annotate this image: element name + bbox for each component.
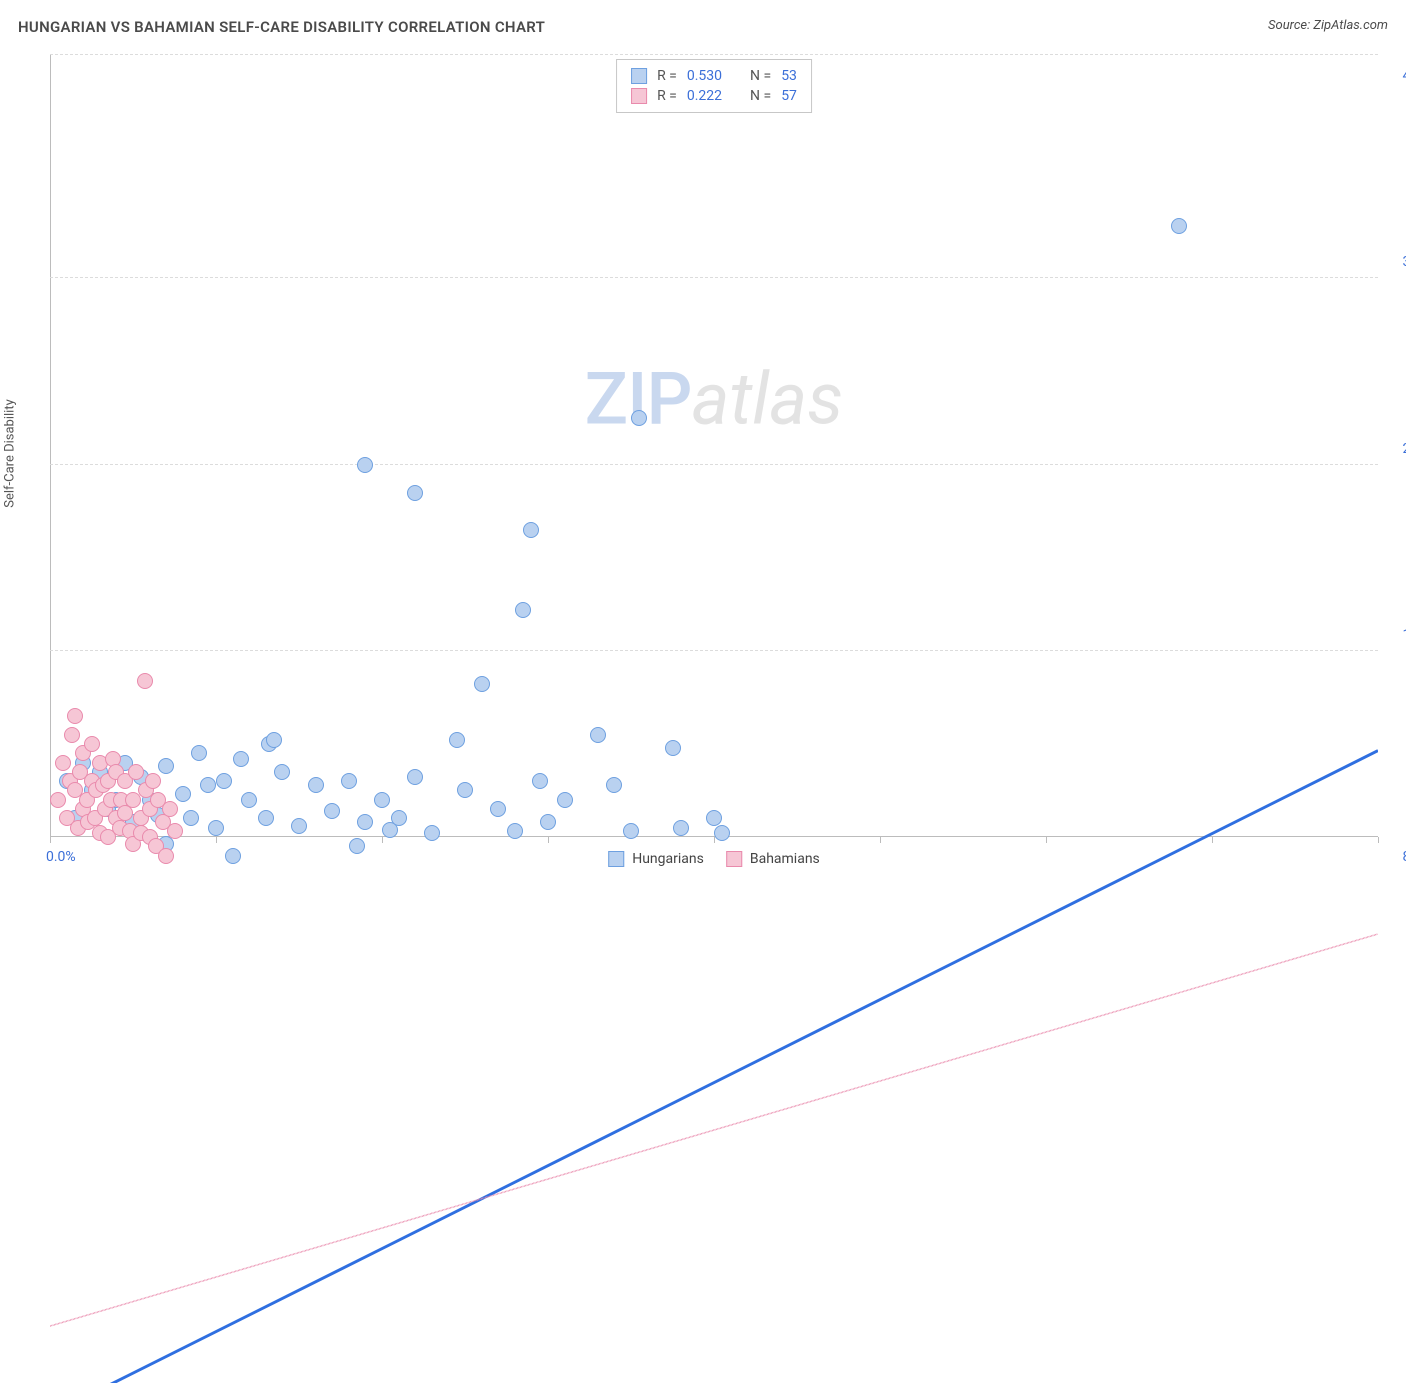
y-tick-label: 20.0%	[1402, 441, 1406, 457]
legend-stats-box: R = 0.530 N = 53 R = 0.222 N = 57	[616, 59, 812, 113]
legend-swatch	[631, 68, 647, 84]
legend-r-label: R =	[657, 68, 677, 84]
legend-r-value: 0.530	[687, 68, 722, 84]
y-tick-label: 40.0%	[1402, 68, 1406, 84]
legend-n-value: 53	[781, 68, 797, 84]
legend-stat-row: R = 0.222 N = 57	[631, 86, 797, 106]
legend-n-value: 57	[781, 88, 797, 104]
x-axis-max-label: 80.0%	[1402, 849, 1406, 865]
legend-r-value: 0.222	[687, 88, 722, 104]
y-axis-label: Self-Care Disability	[3, 399, 18, 507]
trend-lines	[50, 55, 1378, 1383]
legend-r-label: R =	[657, 88, 677, 104]
legend-swatch	[631, 88, 647, 104]
y-tick-label: 10.0%	[1402, 627, 1406, 643]
legend-stat-row: R = 0.530 N = 53	[631, 66, 797, 86]
chart-header: HUNGARIAN VS BAHAMIAN SELF-CARE DISABILI…	[18, 18, 1388, 36]
chart-plot-area: ZIPatlas R =0.530N =53R =0.222N =57 0.0%…	[50, 55, 1378, 837]
source-label: Source: ZipAtlas.com	[1268, 18, 1388, 33]
trend-line	[50, 751, 1378, 1383]
legend-n-label: N =	[750, 88, 771, 104]
chart-title: HUNGARIAN VS BAHAMIAN SELF-CARE DISABILI…	[18, 18, 545, 36]
legend-n-label: N =	[750, 68, 771, 84]
y-tick-label: 30.0%	[1402, 254, 1406, 270]
trend-line	[50, 934, 1378, 1326]
x-tick	[1378, 837, 1379, 843]
